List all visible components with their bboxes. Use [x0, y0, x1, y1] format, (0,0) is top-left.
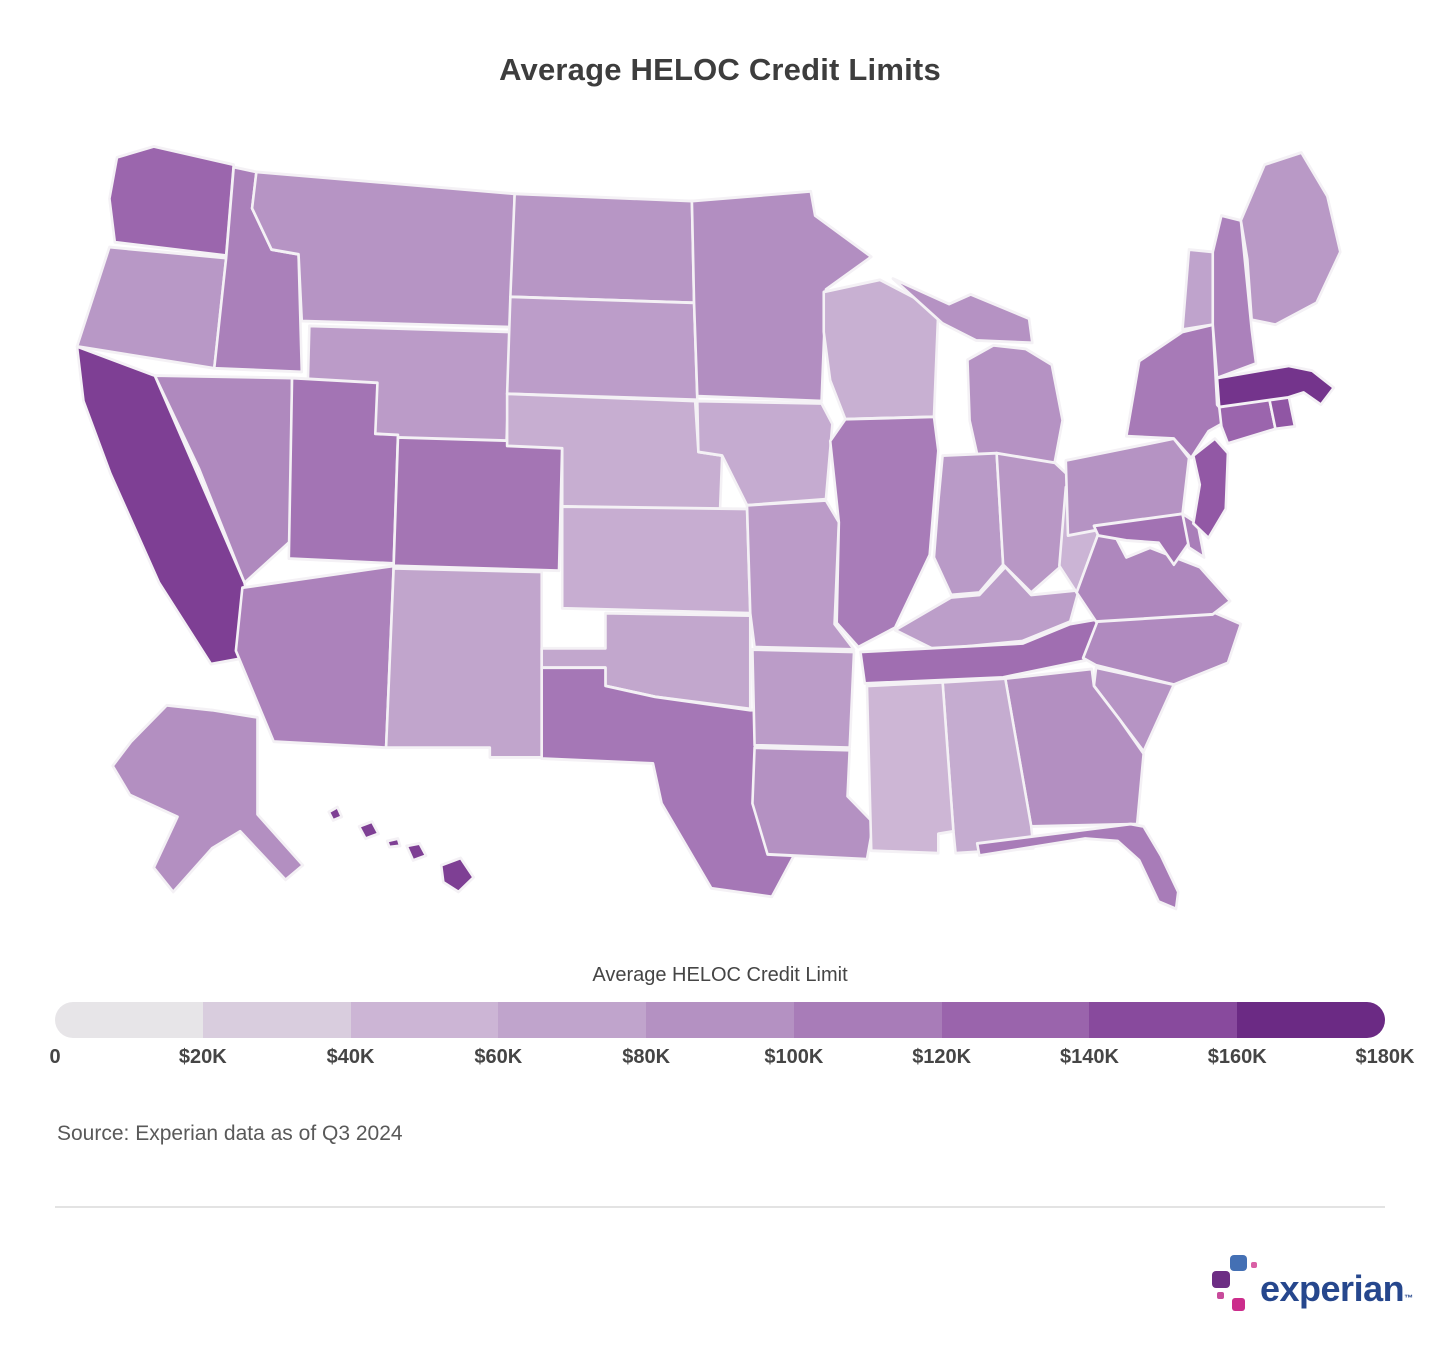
legend-tick-label: $20K [178, 1046, 227, 1068]
state-nd [509, 192, 696, 305]
state-ak [111, 703, 305, 894]
legend-segment-0 [55, 1002, 203, 1038]
color-legend: Average HELOC Credit Limit 0 $20K $40K $60K… [49, 964, 1414, 1072]
state-mo [745, 498, 856, 651]
footer-divider [55, 1206, 1385, 1208]
logo-pink-dot-icon [1251, 1262, 1257, 1268]
legend-tick-label: $40K [326, 1046, 375, 1068]
page-title: Average HELOC Credit Limits [499, 52, 941, 87]
legend-color-bar [55, 1002, 1385, 1038]
state-sd [505, 295, 699, 402]
state-in [932, 451, 1005, 597]
legend-tick-labels: 0 $20K $40K $60K $80K $100K $120K $140K $160K $18… [49, 1046, 1414, 1072]
legend-segment-8 [1237, 1002, 1385, 1038]
legend-tick-label: $100K [764, 1046, 824, 1068]
trademark-symbol: ™ [1404, 1293, 1413, 1303]
us-map-svg [75, 145, 1342, 911]
state-ut [287, 376, 400, 565]
state-co [392, 435, 564, 573]
state-ks [560, 505, 752, 615]
logo-purple-square-icon [1212, 1271, 1230, 1288]
state-pa [1064, 437, 1191, 538]
legend-segment-4 [646, 1002, 794, 1038]
state-il [828, 415, 940, 649]
state-nv [153, 374, 294, 585]
state-az [234, 564, 395, 750]
state-mn [690, 189, 873, 403]
legend-tick-label: $80K [622, 1046, 671, 1068]
source-text: Source: Experian data as of Q3 2024 [57, 1122, 403, 1145]
legend-segment-5 [793, 1002, 942, 1038]
logo-blue-square-icon [1230, 1255, 1247, 1271]
legend-segment-7 [1089, 1002, 1238, 1038]
legend-tick-label: $60K [474, 1046, 523, 1068]
state-fl [975, 822, 1180, 911]
state-la [751, 746, 875, 861]
legend-title: Average HELOC Credit Limit [592, 964, 848, 986]
state-nh [1211, 214, 1258, 380]
state-wa [108, 145, 236, 258]
state-hi [327, 805, 475, 894]
logo-magenta-square-icon [1232, 1298, 1245, 1311]
us-choropleth-map [50, 138, 1390, 938]
state-ma [1215, 364, 1336, 409]
state-me [1239, 151, 1342, 327]
experian-logo: experian™ [1212, 1250, 1413, 1322]
legend-tick-label: $160K [1207, 1046, 1267, 1068]
state-or [75, 245, 228, 370]
state-ca [75, 345, 259, 666]
state-mi [891, 277, 1064, 471]
logo-pink-dot-small-icon [1217, 1292, 1224, 1299]
legend-segment-1 [202, 1002, 351, 1038]
legend-segment-2 [350, 1002, 499, 1038]
legend-segment-3 [498, 1002, 647, 1038]
state-ga [1003, 667, 1145, 828]
legend-tick-label: 0 [49, 1046, 61, 1068]
legend-segment-6 [941, 1002, 1090, 1038]
experian-blocks-icon [1212, 1250, 1257, 1314]
experian-wordmark: experian™ [1260, 1268, 1413, 1309]
state-nm [384, 566, 543, 759]
state-vt [1181, 248, 1215, 331]
state-ms [865, 680, 955, 855]
legend-tick-label: $180K [1355, 1046, 1415, 1068]
legend-tick-label: $140K [1059, 1046, 1119, 1068]
legend-tick-label: $120K [912, 1046, 972, 1068]
state-nj [1192, 437, 1230, 540]
state-ar [751, 648, 856, 750]
